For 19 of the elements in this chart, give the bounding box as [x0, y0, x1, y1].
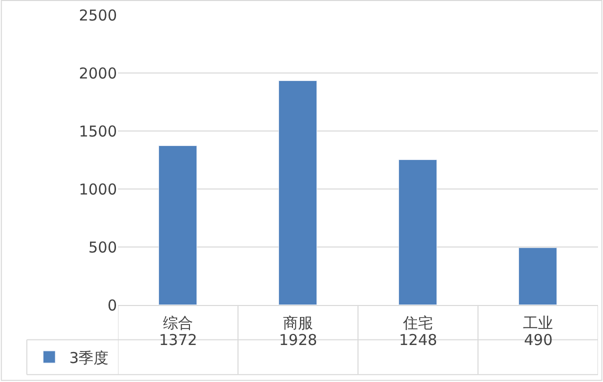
x-tick-label: 工业 — [523, 314, 553, 332]
bar — [518, 248, 557, 305]
data-label: 1928 — [279, 331, 318, 349]
x-tick-label: 综合 — [163, 314, 193, 332]
data-label: 1248 — [399, 331, 438, 349]
y-tick-label: 0 — [107, 296, 117, 314]
bar — [278, 80, 317, 305]
legend-label: 3季度 — [69, 348, 109, 367]
x-tick-label: 住宅 — [402, 314, 433, 332]
y-tick-label: 2000 — [78, 64, 117, 82]
y-tick-label: 1500 — [78, 122, 117, 140]
bar — [398, 160, 437, 305]
data-label: 1372 — [159, 331, 198, 349]
x-tick-label: 商服 — [283, 314, 313, 332]
bar — [158, 146, 197, 305]
data-label: 490 — [524, 331, 553, 349]
y-tick-label: 500 — [88, 238, 117, 256]
y-tick-label: 2500 — [78, 6, 117, 24]
y-tick-label: 1000 — [78, 180, 117, 198]
